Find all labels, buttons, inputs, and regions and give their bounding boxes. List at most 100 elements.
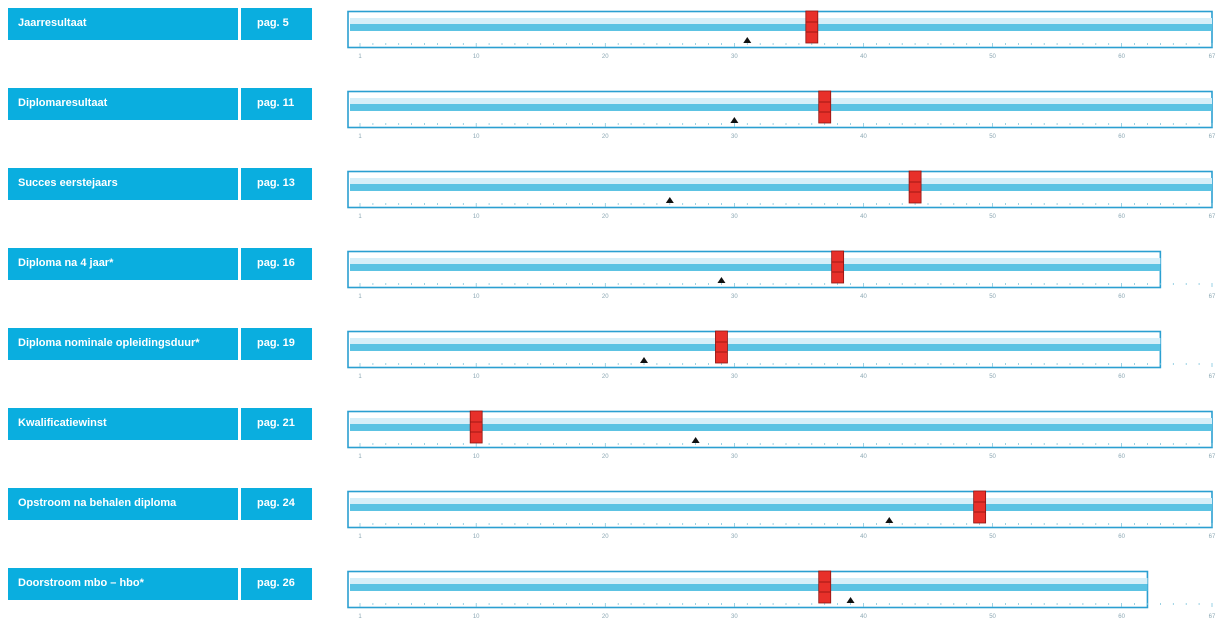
tick-label: 67: [1209, 614, 1216, 620]
ranking-chart: 1 10 20 30 40 50 60 67: [347, 410, 1216, 460]
tick-label: 60: [1118, 54, 1125, 60]
chart-band: [350, 264, 1161, 271]
tick-label: 40: [860, 374, 867, 380]
page-reference-link[interactable]: pag. 24: [241, 488, 312, 520]
ranking-chart: 1 10 20 30 40 50 60 67: [347, 170, 1216, 220]
indicator-label: Diploma na 4 jaar*: [8, 248, 238, 280]
tick-label: 20: [602, 614, 609, 620]
indicator-row: Opstroom na behalen diploma pag. 24 1 10 20 3…: [0, 488, 1219, 548]
rank-marker: [973, 490, 987, 524]
triangle-marker: [717, 277, 726, 283]
ranking-chart: 1 10 20 30 40 50 60 67: [347, 90, 1216, 140]
tick-label: 67: [1209, 214, 1216, 220]
ranking-chart: 1 10 20 30 40 50 60 67: [347, 10, 1216, 60]
tick-label: 1: [358, 294, 362, 300]
tick-label: 60: [1118, 454, 1125, 460]
tick-label: 40: [860, 294, 867, 300]
tick-label: 67: [1209, 134, 1216, 140]
tick-label: 40: [860, 214, 867, 220]
tick-label: 20: [602, 454, 609, 460]
tick-label: 50: [989, 294, 996, 300]
chart-band-light: [350, 418, 1212, 424]
tick-label: 30: [731, 54, 738, 60]
tick-label: 10: [473, 54, 480, 60]
tick-label: 1: [358, 54, 362, 60]
tick-label: 50: [989, 534, 996, 540]
chart-band-light: [350, 258, 1161, 264]
rank-marker: [805, 10, 819, 44]
tick-label: 60: [1118, 214, 1125, 220]
indicator-row: Jaarresultaat pag. 5 1 10 20 30 40 50 60 67: [0, 8, 1219, 68]
tick-label: 30: [731, 534, 738, 540]
indicator-label: Diploma nominale opleidingsduur*: [8, 328, 238, 360]
chart-band-light: [350, 18, 1212, 24]
tick-label: 50: [989, 54, 996, 60]
chart-band: [350, 504, 1212, 511]
ranking-chart: 1 10 20 30 40 50 60 67: [347, 490, 1216, 540]
tick-label: 10: [473, 454, 480, 460]
page-reference-link[interactable]: pag. 16: [241, 248, 312, 280]
ranking-chart: 1 10 20 30 40 50 60 67: [347, 570, 1216, 620]
tick-label: 67: [1209, 534, 1216, 540]
tick-label: 1: [358, 534, 362, 540]
page-reference-link[interactable]: pag. 11: [241, 88, 312, 120]
rank-marker: [818, 570, 832, 604]
tick-label: 40: [860, 614, 867, 620]
tick-label: 30: [731, 454, 738, 460]
chart-band: [350, 104, 1212, 111]
indicator-row: Succes eerstejaars pag. 13 1 10 20 30 40 50 60 67: [0, 168, 1219, 228]
chart-band: [350, 184, 1212, 191]
tick-label: 20: [602, 54, 609, 60]
tick-label: 60: [1118, 534, 1125, 540]
chart-band: [350, 424, 1212, 431]
tick-label: 30: [731, 614, 738, 620]
tick-label: 30: [731, 134, 738, 140]
chart-band: [350, 584, 1148, 591]
indicator-label: Opstroom na behalen diploma: [8, 488, 238, 520]
tick-label: 20: [602, 374, 609, 380]
tick-label: 10: [473, 294, 480, 300]
rank-marker: [715, 330, 728, 364]
tick-label: 67: [1209, 454, 1216, 460]
tick-label: 67: [1209, 374, 1216, 380]
tick-label: 1: [358, 214, 362, 220]
triangle-marker: [885, 517, 894, 523]
triangle-marker: [743, 37, 752, 43]
tick-label: 50: [989, 134, 996, 140]
indicator-label: Diplomaresultaat: [8, 88, 238, 120]
indicator-label: Kwalificatiewinst: [8, 408, 238, 440]
tick-label: 30: [731, 294, 738, 300]
tick-label: 50: [989, 614, 996, 620]
indicator-label: Doorstroom mbo – hbo*: [8, 568, 238, 600]
tick-label: 20: [602, 134, 609, 140]
rank-marker: [908, 170, 922, 204]
tick-label: 1: [358, 374, 362, 380]
rank-marker: [831, 250, 845, 284]
tick-label: 40: [860, 454, 867, 460]
tick-label: 67: [1209, 54, 1216, 60]
tick-label: 67: [1209, 294, 1216, 300]
indicator-row: Kwalificatiewinst pag. 21 1 10 20 30 40 50 60 67: [0, 408, 1219, 468]
chart-band-light: [350, 578, 1148, 584]
page-reference-link[interactable]: pag. 5: [241, 8, 312, 40]
triangle-marker: [730, 117, 739, 123]
tick-label: 50: [989, 454, 996, 460]
triangle-marker: [846, 597, 855, 603]
page-reference-link[interactable]: pag. 21: [241, 408, 312, 440]
tick-label: 60: [1118, 374, 1125, 380]
indicator-row: Diploma na 4 jaar* pag. 16 1 10 20 30 40 50 60 67: [0, 248, 1219, 308]
tick-label: 20: [602, 534, 609, 540]
page-reference-link[interactable]: pag. 13: [241, 168, 312, 200]
rank-marker: [469, 410, 483, 444]
tick-label: 30: [731, 214, 738, 220]
indicator-label: Jaarresultaat: [8, 8, 238, 40]
tick-label: 20: [602, 294, 609, 300]
tick-label: 10: [473, 374, 480, 380]
tick-label: 60: [1118, 294, 1125, 300]
chart-band-light: [350, 498, 1212, 504]
triangle-marker: [640, 357, 648, 363]
page-reference-link[interactable]: pag. 26: [241, 568, 312, 600]
tick-label: 1: [358, 134, 362, 140]
page-reference-link[interactable]: pag. 19: [241, 328, 312, 360]
ranking-chart: 1 10 20 30 40 50 60 67: [347, 330, 1216, 380]
